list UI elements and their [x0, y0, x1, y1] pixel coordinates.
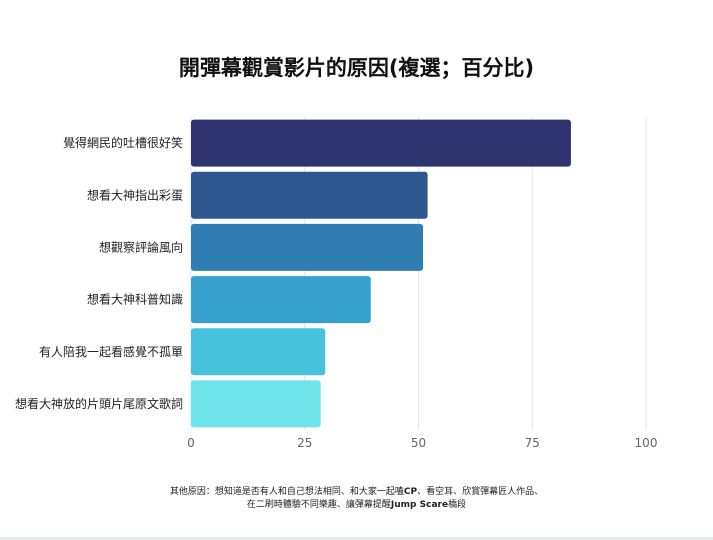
bar-2: [191, 223, 424, 271]
bar-1: [191, 171, 428, 219]
footnote-line-1: 其他原因：想知道是否有人和自己想法相同、和大家一起嗑CP、看空耳、欣賞彈幕匠人作…: [169, 487, 544, 497]
bar-4: [191, 328, 326, 376]
x-tick-label-3: 75: [525, 436, 540, 450]
bottom-divider: [0, 537, 713, 540]
chart-title-paren: (複選；百分比): [388, 56, 535, 80]
category-label-5: 想看大神放的片頭片尾原文歌詞: [15, 396, 183, 411]
x-tick-label-4: 100: [635, 436, 658, 450]
bar-5: [191, 380, 321, 428]
bar-plot: 覺得網民的吐槽很好笑想看大神指出彩蛋想觀察評論風向想看大神科普知識有人陪我一起看…: [15, 117, 658, 450]
x-tick-label-1: 25: [297, 436, 312, 450]
x-tick-label-2: 50: [411, 436, 426, 450]
bar-3: [191, 276, 371, 324]
category-label-2: 想觀察評論風向: [99, 239, 183, 254]
category-label-0: 覺得網民的吐槽很好笑: [63, 135, 183, 150]
footnote: 其他原因：想知道是否有人和自己想法相同、和大家一起嗑CP、看空耳、欣賞彈幕匠人作…: [0, 486, 713, 512]
chart-title-main: 開彈幕觀賞影片的原因: [178, 56, 389, 80]
category-label-1: 想看大神指出彩蛋: [87, 187, 183, 202]
footnote-line-2: 在二刷時體驗不同樂趣、讓彈幕提醒Jump Scare橋段: [246, 500, 467, 510]
category-label-3: 想看大神科普知識: [87, 292, 183, 307]
chart-title: 開彈幕觀賞影片的原因(複選；百分比): [0, 52, 713, 82]
x-tick-label-0: 0: [187, 436, 195, 450]
category-label-4: 有人陪我一起看感覺不孤單: [39, 344, 183, 359]
bar-0: [191, 119, 571, 167]
